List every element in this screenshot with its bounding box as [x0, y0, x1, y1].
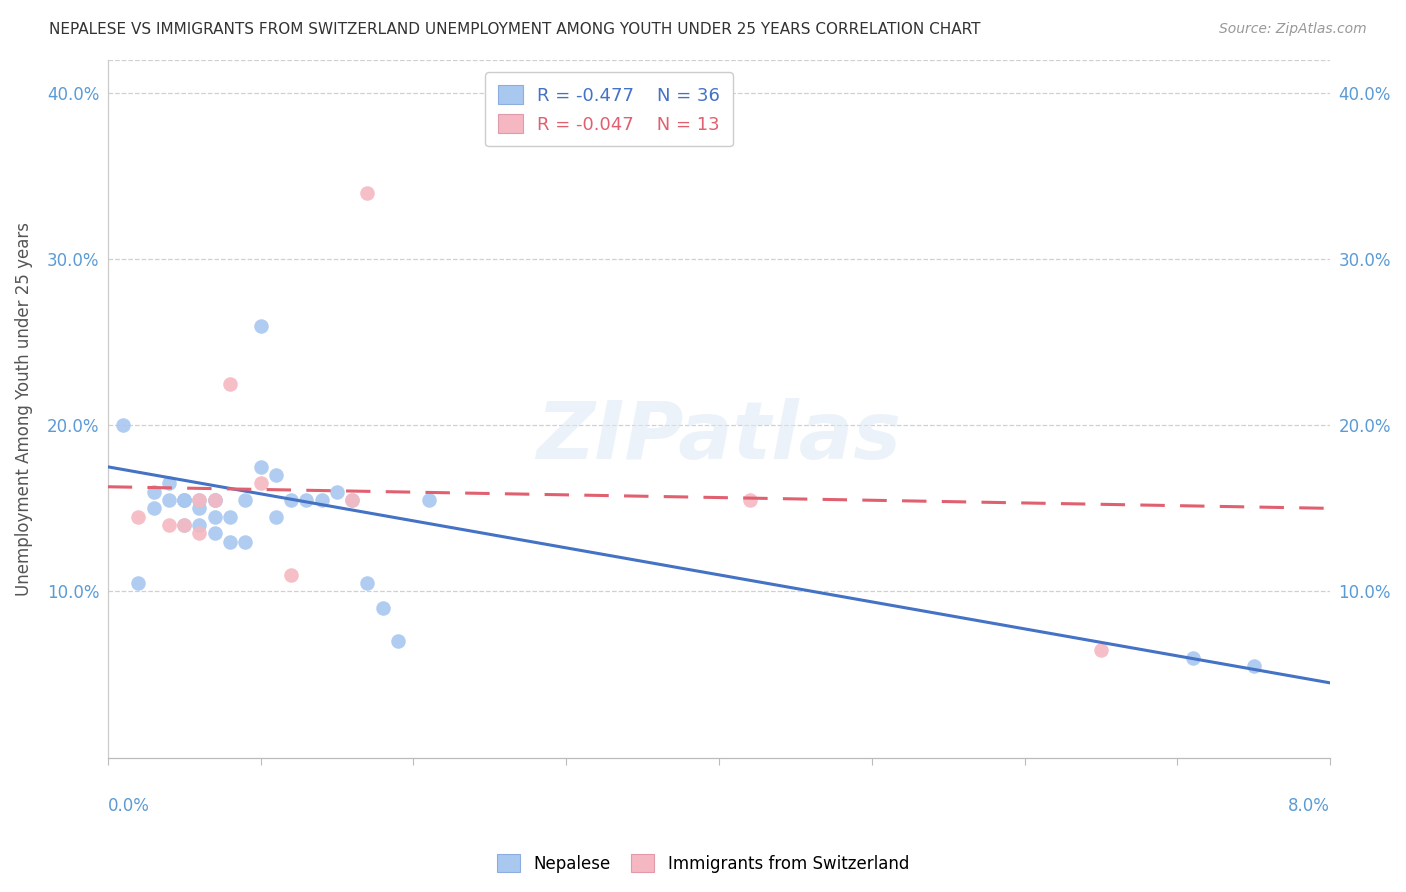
- Point: [173, 518, 195, 533]
- Point: [233, 534, 256, 549]
- Point: [142, 501, 165, 516]
- Point: [264, 468, 287, 483]
- Point: [127, 509, 149, 524]
- Point: [233, 493, 256, 508]
- Point: [311, 493, 333, 508]
- Point: [356, 186, 378, 200]
- Text: ZIPatlas: ZIPatlas: [537, 398, 901, 475]
- Point: [173, 518, 195, 533]
- Point: [204, 493, 226, 508]
- Point: [188, 526, 211, 541]
- Point: [356, 576, 378, 591]
- Point: [342, 493, 364, 508]
- Point: [188, 493, 211, 508]
- Point: [188, 518, 211, 533]
- Point: [111, 418, 134, 433]
- Point: [219, 534, 242, 549]
- Point: [204, 493, 226, 508]
- Point: [219, 509, 242, 524]
- Point: [738, 493, 761, 508]
- Point: [188, 493, 211, 508]
- Point: [1243, 659, 1265, 673]
- Point: [249, 459, 271, 474]
- Point: [127, 576, 149, 591]
- Point: [173, 493, 195, 508]
- Point: [371, 601, 394, 615]
- Point: [204, 493, 226, 508]
- Point: [173, 493, 195, 508]
- Point: [249, 318, 271, 333]
- Point: [157, 493, 180, 508]
- Point: [142, 484, 165, 499]
- Point: [173, 493, 195, 508]
- Text: NEPALESE VS IMMIGRANTS FROM SWITZERLAND UNEMPLOYMENT AMONG YOUTH UNDER 25 YEARS : NEPALESE VS IMMIGRANTS FROM SWITZERLAND …: [49, 22, 981, 37]
- Legend: Nepalese, Immigrants from Switzerland: Nepalese, Immigrants from Switzerland: [491, 847, 915, 880]
- Point: [418, 493, 440, 508]
- Point: [249, 476, 271, 491]
- Legend: R = -0.477    N = 36, R = -0.047    N = 13: R = -0.477 N = 36, R = -0.047 N = 13: [485, 72, 733, 146]
- Point: [295, 493, 318, 508]
- Text: Source: ZipAtlas.com: Source: ZipAtlas.com: [1219, 22, 1367, 37]
- Point: [326, 484, 349, 499]
- Point: [188, 501, 211, 516]
- Point: [204, 509, 226, 524]
- Point: [264, 509, 287, 524]
- Point: [204, 526, 226, 541]
- Point: [342, 493, 364, 508]
- Point: [280, 567, 302, 582]
- Point: [1090, 642, 1112, 657]
- Point: [157, 476, 180, 491]
- Text: 8.0%: 8.0%: [1288, 797, 1330, 814]
- Point: [387, 634, 409, 648]
- Point: [1181, 651, 1204, 665]
- Point: [157, 518, 180, 533]
- Y-axis label: Unemployment Among Youth under 25 years: Unemployment Among Youth under 25 years: [15, 221, 32, 596]
- Point: [280, 493, 302, 508]
- Point: [219, 376, 242, 391]
- Text: 0.0%: 0.0%: [108, 797, 149, 814]
